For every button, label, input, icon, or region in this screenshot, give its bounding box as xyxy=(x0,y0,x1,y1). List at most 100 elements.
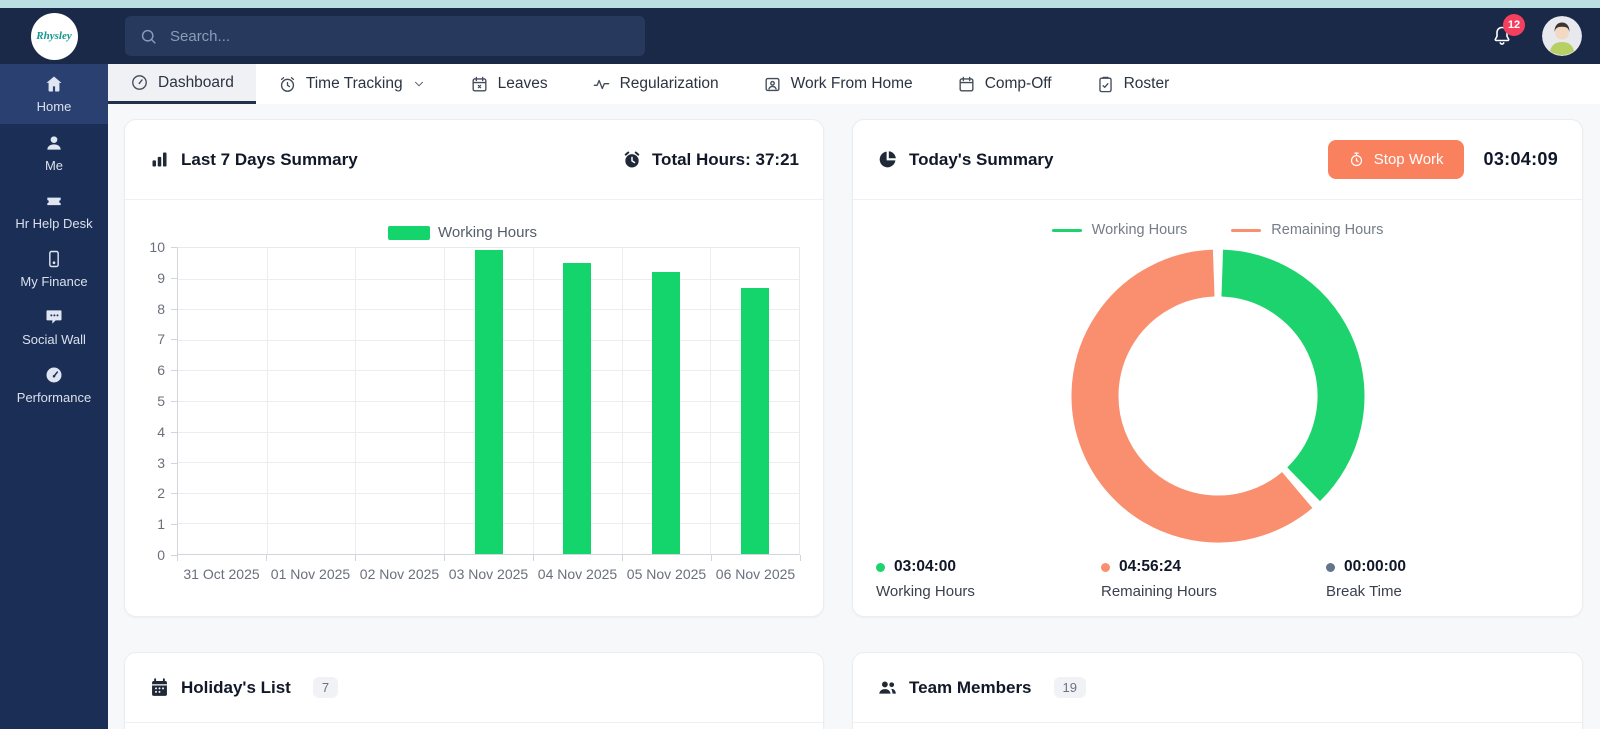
tabbar: Dashboard Time Tracking Leaves Regularizati… xyxy=(108,64,1600,104)
holidays-list-card: Holiday's List 7 xyxy=(124,652,824,729)
team-icon xyxy=(879,681,896,694)
bar-plot-area xyxy=(177,247,800,555)
browser-top-strip xyxy=(0,0,1600,8)
chevron-down-icon xyxy=(414,81,423,87)
y-tick-label: 2 xyxy=(157,485,165,502)
person-card-icon xyxy=(765,77,780,91)
sidebar-item-performance[interactable]: Performance xyxy=(0,356,108,414)
bar-03-nov-2025 xyxy=(474,249,503,554)
stat-label: Break Time xyxy=(1326,583,1402,600)
bar-04-nov-2025 xyxy=(563,263,592,554)
notification-count-badge: 12 xyxy=(1503,14,1525,36)
sidebar-item-label: Performance xyxy=(16,390,92,405)
legend-swatch xyxy=(388,225,431,240)
user-avatar[interactable] xyxy=(1542,16,1582,56)
brand-name: Rhysley xyxy=(36,30,72,42)
y-tick-label: 4 xyxy=(157,423,165,440)
card-title-text: Today's Summary xyxy=(909,149,1054,169)
tab-regularization[interactable]: Regularization xyxy=(570,64,741,104)
tab-label: Leaves xyxy=(497,75,548,92)
tab-dashboard[interactable]: Dashboard xyxy=(108,64,256,104)
tab-label: Work From Home xyxy=(790,75,913,92)
tab-time-tracking[interactable]: Time Tracking xyxy=(256,64,448,104)
pulse-icon xyxy=(593,79,609,89)
donut-legend-remaining-hours: Remaining Hours xyxy=(1231,222,1383,238)
y-tick-label: 6 xyxy=(157,362,165,379)
calendar-icon xyxy=(959,76,974,92)
tab-work-from-home[interactable]: Work From Home xyxy=(741,64,935,104)
weekly-bar-chart: Working Hours 10 9 8 7 6 5 4 3 2 1 0 31 Oct 2025 01… xyxy=(125,200,823,591)
alarm-icon xyxy=(280,76,294,92)
tab-leaves[interactable]: Leaves xyxy=(448,64,570,104)
x-tick-label: 31 Oct 2025 xyxy=(183,566,260,582)
stat-break-time: 00:00:00 Break Time xyxy=(1326,558,1551,600)
y-tick-label: 10 xyxy=(149,239,165,255)
x-tick-label: 06 Nov 2025 xyxy=(715,566,796,582)
x-tick-label: 01 Nov 2025 xyxy=(270,566,351,582)
avatar-image xyxy=(1542,16,1582,56)
todays-summary-card: Today's Summary Stop Work 03:04:09 Worki… xyxy=(852,119,1583,617)
sidebar-item-me[interactable]: Me xyxy=(0,124,108,182)
sidebar-item-hr-help-desk[interactable]: Hr Help Desk xyxy=(0,182,108,240)
y-tick-label: 3 xyxy=(157,454,165,471)
pie-chart-icon xyxy=(879,151,896,168)
sidebar: Home Me Hr Help Desk My Finance Social Wall P… xyxy=(0,64,108,729)
card-title-text: Holiday's List xyxy=(181,677,291,697)
stop-work-label: Stop Work xyxy=(1373,151,1444,168)
tab-label: Time Tracking xyxy=(305,75,403,92)
stat-dot xyxy=(1326,562,1335,572)
team-members-card: Team Members 19 xyxy=(852,652,1583,729)
total-hours-text: Total Hours: 37:21 xyxy=(651,149,799,169)
y-tick-label: 8 xyxy=(157,300,165,317)
team-count-badge: 19 xyxy=(1053,677,1086,698)
card-title-text: Last 7 Days Summary xyxy=(181,149,358,169)
stat-value: 03:04:00 xyxy=(894,558,957,575)
tab-comp-off[interactable]: Comp-Off xyxy=(935,64,1074,104)
holidays-count-badge: 7 xyxy=(312,677,339,698)
stat-dot xyxy=(876,562,885,572)
brand-logo[interactable]: Rhysley xyxy=(30,12,78,60)
last-7-days-summary-card: Last 7 Days Summary Total Hours: 37:21 W… xyxy=(124,119,824,617)
alarm-clock-icon xyxy=(624,151,640,167)
card-title-text: Team Members xyxy=(909,677,1032,697)
y-tick-label: 9 xyxy=(157,269,165,286)
stat-value: 00:00:00 xyxy=(1344,558,1407,575)
stop-work-button[interactable]: Stop Work xyxy=(1327,140,1464,179)
calendar-icon xyxy=(152,678,167,696)
notifications-button[interactable]: 12 xyxy=(1490,14,1525,48)
topbar: Rhysley 12 xyxy=(0,8,1600,64)
x-tick-label: 05 Nov 2025 xyxy=(626,566,707,582)
x-tick-label: 02 Nov 2025 xyxy=(359,566,440,582)
y-tick-label: 7 xyxy=(157,331,165,348)
y-tick-label: 0 xyxy=(157,547,165,563)
live-timer: 03:04:09 xyxy=(1483,149,1558,169)
chat-icon xyxy=(46,310,62,324)
today-stats: 03:04:00 Working Hours 04:56:24 Remaining H… xyxy=(853,558,1582,600)
tab-label: Roster xyxy=(1123,75,1170,92)
user-icon xyxy=(47,136,61,150)
gauge-icon xyxy=(132,75,147,90)
finance-icon xyxy=(49,250,59,268)
legend-label: Working Hours xyxy=(438,224,537,241)
x-tick-label: 04 Nov 2025 xyxy=(537,566,618,582)
stat-dot xyxy=(1101,562,1110,572)
sidebar-item-label: My Finance xyxy=(20,274,88,289)
tab-roster[interactable]: Roster xyxy=(1074,64,1192,104)
stat-label: Remaining Hours xyxy=(1101,583,1217,600)
today-donut-chart: Working Hours Remaining Hours 03:04:00 Wor… xyxy=(853,200,1582,600)
search-input[interactable] xyxy=(170,27,631,45)
home-icon xyxy=(46,76,62,92)
stat-label: Working Hours xyxy=(876,583,975,600)
x-tick-label: 03 Nov 2025 xyxy=(448,566,529,582)
search-box xyxy=(125,16,645,56)
y-tick-label: 1 xyxy=(157,516,165,533)
donut-legend-working-hours: Working Hours xyxy=(1051,222,1187,238)
donut-segment-remaining-hours xyxy=(1071,249,1312,543)
tab-label: Regularization xyxy=(619,75,719,92)
bar-05-nov-2025 xyxy=(651,272,680,554)
sidebar-item-home[interactable]: Home xyxy=(0,64,108,124)
sidebar-item-social-wall[interactable]: Social Wall xyxy=(0,298,108,356)
gauge-fill-icon xyxy=(46,367,62,383)
bar-06-nov-2025 xyxy=(740,287,769,554)
sidebar-item-my-finance[interactable]: My Finance xyxy=(0,240,108,298)
